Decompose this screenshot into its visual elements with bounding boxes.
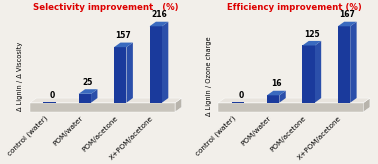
Bar	[150, 26, 162, 103]
Text: X+POM/acetone: X+POM/acetone	[297, 115, 343, 161]
Text: 125: 125	[304, 30, 320, 39]
Text: 16: 16	[271, 80, 282, 88]
Text: 0: 0	[238, 91, 243, 100]
Polygon shape	[175, 98, 181, 112]
Text: 25: 25	[83, 78, 93, 87]
Text: 216: 216	[151, 10, 167, 19]
Polygon shape	[218, 98, 370, 103]
Text: 0: 0	[50, 91, 55, 100]
Text: X+POM/acetone: X+POM/acetone	[109, 115, 155, 161]
Polygon shape	[114, 43, 133, 47]
Bar	[302, 45, 315, 103]
Bar	[338, 26, 350, 103]
Polygon shape	[30, 98, 181, 103]
Text: 167: 167	[339, 10, 355, 19]
Polygon shape	[302, 41, 321, 45]
Title: Efficiency improvement (%): Efficiency improvement (%)	[227, 3, 361, 12]
Polygon shape	[338, 22, 356, 26]
Text: POM/water: POM/water	[240, 115, 272, 147]
Title: Selectivity improvement   (%): Selectivity improvement (%)	[33, 3, 178, 12]
Polygon shape	[150, 22, 168, 26]
Polygon shape	[79, 89, 98, 94]
Text: control (water): control (water)	[6, 115, 49, 157]
Polygon shape	[279, 91, 286, 103]
Bar	[267, 95, 279, 103]
Text: 157: 157	[116, 31, 132, 40]
Polygon shape	[364, 98, 370, 112]
Text: POM/acetone: POM/acetone	[81, 115, 119, 153]
Y-axis label: Δ Lignin / Δ Viscosity: Δ Lignin / Δ Viscosity	[17, 42, 23, 111]
Bar	[79, 94, 91, 103]
Polygon shape	[350, 22, 356, 103]
Y-axis label: Δ Lignin / Ozone charge: Δ Lignin / Ozone charge	[206, 37, 212, 116]
Text: control (water): control (water)	[195, 115, 237, 157]
Polygon shape	[30, 103, 175, 112]
Polygon shape	[127, 43, 133, 103]
Polygon shape	[218, 103, 364, 112]
Bar	[232, 102, 244, 103]
Polygon shape	[315, 41, 321, 103]
Bar	[114, 47, 127, 103]
Bar	[43, 102, 56, 103]
Text: POM/water: POM/water	[52, 115, 84, 147]
Polygon shape	[267, 91, 286, 95]
Polygon shape	[162, 22, 168, 103]
Text: POM/acetone: POM/acetone	[270, 115, 308, 153]
Polygon shape	[91, 89, 98, 103]
